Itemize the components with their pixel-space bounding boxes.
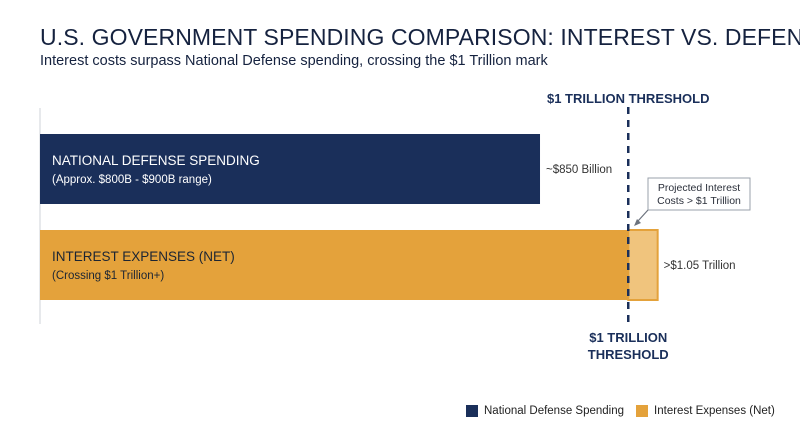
bar-sublabel-interest: (Crossing $1 Trillion+) bbox=[52, 270, 164, 282]
legend-swatch-defense bbox=[466, 405, 478, 417]
value-label-interest: >$1.05 Trillion bbox=[664, 260, 736, 272]
chart-title: U.S. GOVERNMENT SPENDING COMPARISON: INT… bbox=[40, 24, 800, 50]
annotation-arrowhead bbox=[634, 219, 641, 226]
bar-sublabel-defense: (Approx. $800B - $900B range) bbox=[52, 174, 212, 186]
threshold-label-bottom-2: THRESHOLD bbox=[588, 347, 669, 362]
bar-defense bbox=[40, 134, 541, 204]
bar-interest-excess bbox=[627, 229, 659, 301]
threshold-label-top: $1 TRILLION THRESHOLD bbox=[547, 91, 710, 106]
chart-subtitle: Interest costs surpass National Defense … bbox=[40, 53, 548, 69]
bar-interest bbox=[40, 230, 629, 300]
legend: National Defense Spending Interest Expen… bbox=[466, 405, 787, 417]
annotation-box bbox=[647, 177, 751, 211]
legend-label-defense: National Defense Spending bbox=[484, 405, 625, 417]
legend-item-interest: Interest Expenses (Net) bbox=[636, 405, 775, 417]
annotation-text-2: Costs > $1 Trillion bbox=[657, 195, 741, 207]
legend-swatch-interest bbox=[636, 405, 649, 417]
legend-label-interest: Interest Expenses (Net) bbox=[654, 405, 775, 417]
annotation-text-1: Projected Interest bbox=[658, 182, 740, 194]
bar-label-defense: NATIONAL DEFENSE SPENDING bbox=[52, 153, 260, 168]
threshold-label-bottom-1: $1 TRILLION bbox=[589, 330, 667, 345]
annotation-arrow-line bbox=[637, 209, 649, 222]
value-label-defense: ~$850 Billion bbox=[546, 164, 612, 176]
legend-item-defense: National Defense Spending bbox=[466, 405, 624, 417]
bar-label-interest: INTEREST EXPENSES (NET) bbox=[52, 249, 235, 264]
